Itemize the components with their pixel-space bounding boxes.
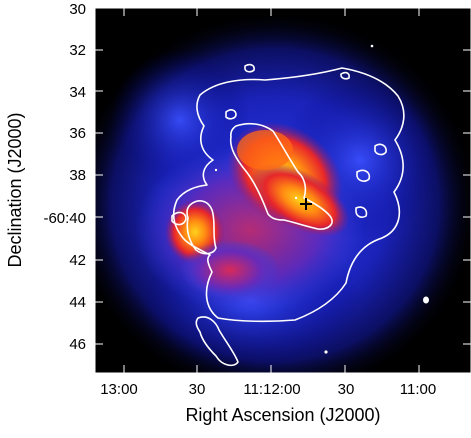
y-tick-labels: 30 32 34 36 38 -60:40 42 44 46 <box>43 1 86 353</box>
y-tick-label: -60:40 <box>43 210 86 227</box>
y-axis-title: Declination (J2000) <box>5 112 25 267</box>
x-tick-labels: 13:00 30 11:12:00 30 11:00 <box>100 381 436 398</box>
small-contour-f <box>244 63 255 73</box>
x-tick-label: 11:00 <box>400 381 436 398</box>
left-contour <box>186 200 217 255</box>
contour-lines <box>171 63 405 367</box>
plot-frame <box>94 7 471 374</box>
small-contour-a <box>225 109 237 120</box>
point-source <box>370 44 374 48</box>
position-marker-icon <box>300 198 312 210</box>
point-source <box>214 168 218 172</box>
x-tick-label: 30 <box>189 381 206 398</box>
y-tick-label: 32 <box>69 42 86 59</box>
small-contour-g <box>340 71 350 80</box>
point-source <box>423 296 429 304</box>
x-tick-label: 13:00 <box>100 381 138 398</box>
point-source <box>294 196 298 200</box>
y-tick-label: 38 <box>69 167 86 184</box>
y-tick-label: 36 <box>69 125 86 142</box>
x-axis-title: Right Ascension (J2000) <box>185 405 380 425</box>
small-contour-c <box>374 143 387 156</box>
y-tick-label: 30 <box>69 1 86 18</box>
outer-contour <box>172 67 405 323</box>
small-contour-d <box>356 169 371 182</box>
small-contour-e <box>355 206 368 218</box>
plot-image <box>95 8 471 373</box>
small-contour-b <box>171 211 187 226</box>
y-tick-label: 44 <box>69 294 86 311</box>
core-contour <box>229 122 333 230</box>
x-tick-label: 30 <box>338 381 355 398</box>
y-tick-label: 34 <box>69 84 86 101</box>
lower-left-contour <box>195 316 239 367</box>
y-tick-label: 42 <box>69 252 86 269</box>
y-tick-label: 46 <box>69 336 86 353</box>
x-tick-label: 11:12:00 <box>243 381 300 398</box>
point-source <box>324 350 328 354</box>
axis-ticks <box>95 7 471 373</box>
